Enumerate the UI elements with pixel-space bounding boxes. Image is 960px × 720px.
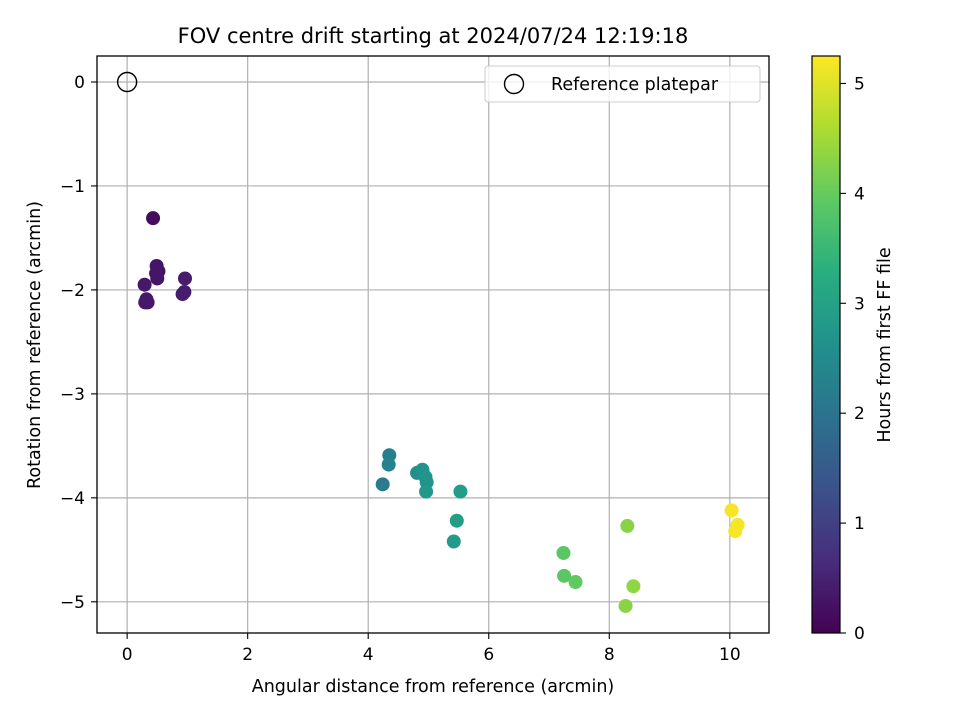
x-tick-label: 10 xyxy=(719,645,741,665)
data-points xyxy=(137,211,745,613)
data-point xyxy=(419,484,434,499)
legend: Reference platepar xyxy=(484,65,761,103)
data-point xyxy=(446,534,461,549)
data-point xyxy=(626,579,641,594)
colorbar-tick-label: 2 xyxy=(854,404,865,424)
plot-frame xyxy=(96,55,770,634)
y-axis-label: Rotation from reference (arcmin) xyxy=(25,201,45,489)
data-point xyxy=(137,277,152,292)
y-tick-label: −5 xyxy=(60,593,85,613)
y-tick-label: −3 xyxy=(60,385,85,405)
data-point xyxy=(375,477,390,492)
x-tick-label: 0 xyxy=(122,645,133,665)
y-tick-label: 0 xyxy=(74,73,85,93)
data-point xyxy=(618,598,633,613)
colorbar-tick-label: 3 xyxy=(854,294,865,314)
colorbar-tick-label: 4 xyxy=(854,184,865,204)
colorbar-ticks: 0 1 2 3 4 5 xyxy=(840,74,865,644)
data-point xyxy=(449,513,464,528)
colorbar-tick-label: 0 xyxy=(854,624,865,644)
data-point xyxy=(556,545,571,560)
colorbar-tick-label: 5 xyxy=(854,74,865,94)
data-point xyxy=(175,287,190,302)
legend-box xyxy=(484,65,761,103)
y-axis-ticks: 0 −1 −2 −3 −4 −5 xyxy=(60,73,97,613)
x-axis-ticks: 0 2 4 6 8 10 xyxy=(122,633,741,665)
chart-title: FOV centre drift starting at 2024/07/24 … xyxy=(178,24,689,48)
x-axis-label: Angular distance from reference (arcmin) xyxy=(252,677,615,697)
y-tick-label: −4 xyxy=(60,489,85,509)
colorbar-gradient xyxy=(811,55,841,634)
y-tick-label: −2 xyxy=(60,281,85,301)
reference-marker-group xyxy=(116,71,138,93)
legend-label: Reference platepar xyxy=(551,75,719,95)
reference-point-marker xyxy=(116,71,138,93)
legend-reference-marker xyxy=(503,73,525,95)
data-point xyxy=(150,271,165,286)
x-tick-label: 4 xyxy=(363,645,374,665)
data-point xyxy=(724,503,739,518)
y-tick-label: −1 xyxy=(60,177,85,197)
data-point xyxy=(140,295,155,310)
x-tick-label: 8 xyxy=(604,645,615,665)
data-point xyxy=(177,271,192,286)
data-point xyxy=(381,457,396,472)
colorbar-label: Hours from first FF file xyxy=(875,247,895,442)
data-point xyxy=(728,524,743,539)
x-tick-label: 6 xyxy=(483,645,494,665)
data-point xyxy=(453,484,468,499)
colorbar: 0 1 2 3 4 5 Hours from first FF file xyxy=(811,55,895,644)
data-point xyxy=(620,518,635,533)
grid-lines xyxy=(97,56,769,633)
data-point xyxy=(568,575,583,590)
data-point xyxy=(557,568,572,583)
x-tick-label: 2 xyxy=(242,645,253,665)
data-point xyxy=(146,211,161,226)
colorbar-tick-label: 1 xyxy=(854,514,865,534)
